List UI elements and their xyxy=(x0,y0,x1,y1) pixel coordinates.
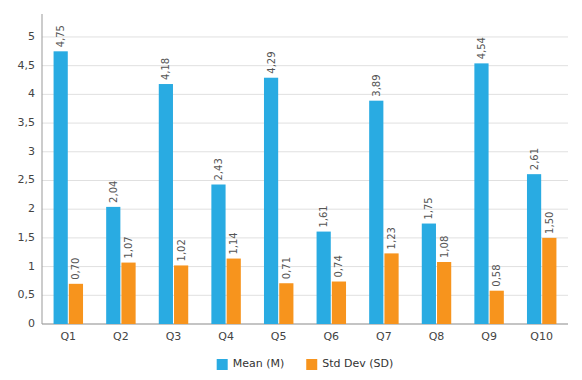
data-label: 0,70 xyxy=(70,258,81,280)
grid-line xyxy=(42,237,568,238)
grid-line xyxy=(42,266,568,267)
grid xyxy=(42,37,568,324)
y-tick-label: 5 xyxy=(28,30,35,43)
chart: 0 0,5 1 1,5 2 2,5 3 3,5 4 4,5 5 4,75 2,04 4,18 2,43 4,2… xyxy=(0,0,582,380)
data-label: 1,08 xyxy=(439,236,450,258)
bar xyxy=(527,174,541,324)
grid-line xyxy=(42,65,568,66)
bar xyxy=(490,291,504,324)
data-label: 2,43 xyxy=(213,158,224,180)
bar xyxy=(69,284,83,324)
x-axis: Q1 Q2 Q3 Q4 Q5 Q6 Q7 Q8 Q9 Q10 xyxy=(60,330,553,343)
bar xyxy=(211,185,225,325)
y-tick-label: 4,5 xyxy=(18,59,36,72)
data-label: 1,02 xyxy=(176,239,187,261)
y-tick-label: 0 xyxy=(28,317,35,330)
data-label: 0,74 xyxy=(333,255,344,277)
bar xyxy=(542,238,556,324)
data-label: 1,50 xyxy=(544,212,555,234)
y-tick-label: 3,5 xyxy=(18,116,36,129)
data-label: 1,14 xyxy=(228,232,239,254)
bar xyxy=(54,51,68,324)
x-tick-label: Q9 xyxy=(481,330,497,343)
bar xyxy=(369,101,383,324)
x-tick-label: Q6 xyxy=(323,330,339,343)
grid-line xyxy=(42,36,568,37)
bar xyxy=(437,262,451,324)
bar xyxy=(227,259,241,324)
x-tick-label: Q8 xyxy=(429,330,445,343)
legend-label: Std Dev (SD) xyxy=(322,357,393,370)
grid-line xyxy=(42,151,568,152)
bar xyxy=(159,84,173,324)
legend: Mean (M) Std Dev (SD) xyxy=(217,357,394,370)
x-tick-label: Q5 xyxy=(271,330,287,343)
x-tick-label: Q3 xyxy=(166,330,182,343)
grid-line xyxy=(42,94,568,95)
bar xyxy=(384,253,398,324)
y-tick-label: 3 xyxy=(28,145,35,158)
data-label: 4,75 xyxy=(55,25,66,47)
y-axis-line xyxy=(42,14,43,324)
legend-item: Mean (M) xyxy=(217,357,285,370)
x-axis-line xyxy=(42,324,568,325)
y-tick-label: 2 xyxy=(28,202,35,215)
legend-item: Std Dev (SD) xyxy=(306,357,393,370)
data-label: 0,71 xyxy=(281,257,292,279)
grid-line xyxy=(42,295,568,296)
y-tick-label: 1 xyxy=(28,260,35,273)
bar xyxy=(264,78,278,324)
y-tick-label: 1,5 xyxy=(18,231,36,244)
grid-line xyxy=(42,209,568,210)
y-tick-label: 0,5 xyxy=(18,288,36,301)
bar xyxy=(474,63,488,324)
data-label: 1,75 xyxy=(423,197,434,219)
y-tick-label: 2,5 xyxy=(18,173,36,186)
data-label: 3,89 xyxy=(371,74,382,96)
grid-line xyxy=(42,123,568,124)
bar xyxy=(317,232,331,324)
legend-swatch xyxy=(306,359,317,370)
y-tick-label: 4 xyxy=(28,87,35,100)
data-label: 2,61 xyxy=(529,148,540,170)
data-label: 1,23 xyxy=(386,227,397,249)
data-label: 4,54 xyxy=(476,37,487,59)
bar xyxy=(332,282,346,324)
bar xyxy=(174,265,188,324)
legend-label: Mean (M) xyxy=(233,357,285,370)
data-labels: 4,75 2,04 4,18 2,43 4,29 1,61 3,89 1,75 4,54 2,61… xyxy=(55,25,555,287)
x-tick-label: Q7 xyxy=(376,330,392,343)
grid-line xyxy=(42,324,568,325)
bars xyxy=(54,51,557,324)
x-tick-label: Q10 xyxy=(530,330,553,343)
legend-swatch xyxy=(217,359,228,370)
data-label: 4,29 xyxy=(266,51,277,73)
x-tick-label: Q2 xyxy=(113,330,129,343)
data-label: 2,04 xyxy=(108,181,119,203)
data-label: 4,18 xyxy=(160,58,171,80)
data-label: 1,61 xyxy=(318,205,329,227)
data-label: 0,58 xyxy=(491,264,502,286)
y-axis: 0 0,5 1 1,5 2 2,5 3 3,5 4 4,5 5 xyxy=(18,30,36,330)
data-label: 1,07 xyxy=(123,236,134,258)
bar xyxy=(106,207,120,324)
bar xyxy=(121,263,135,324)
grid-line xyxy=(42,180,568,181)
bar xyxy=(279,283,293,324)
x-tick-label: Q4 xyxy=(218,330,234,343)
bar xyxy=(422,224,436,324)
x-tick-label: Q1 xyxy=(60,330,76,343)
